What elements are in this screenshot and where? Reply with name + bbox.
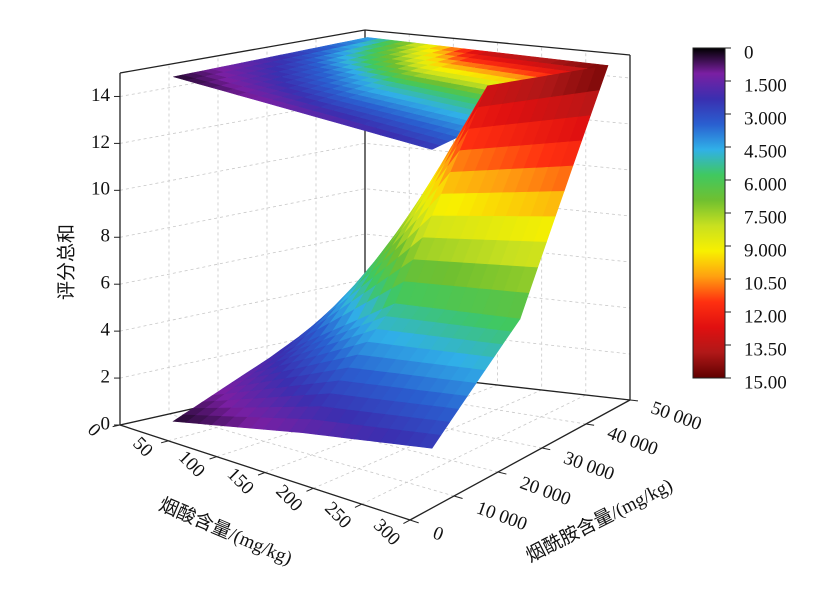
- y-tick: [409, 519, 419, 524]
- y-tick-label: 50 000: [648, 397, 704, 435]
- y-tick-label: 30 000: [561, 448, 617, 486]
- colorbar-tick-label: 13.50: [744, 339, 787, 360]
- axis-edge: [364, 29, 631, 56]
- x-tick: [306, 487, 314, 492]
- axis-edge: [409, 399, 631, 521]
- colorbar-tick-label: 4.500: [744, 141, 787, 162]
- colorbar-tick-label: 0: [744, 42, 754, 63]
- y-tick: [629, 399, 639, 402]
- z-tick-label: 6: [101, 273, 111, 294]
- y-tick: [453, 495, 463, 499]
- y-tick: [585, 423, 595, 426]
- x-tick-label: 300: [369, 515, 404, 550]
- x-tick-label: 50: [129, 433, 157, 461]
- y-tick: [541, 447, 551, 451]
- colorbar-tick-label: 7.500: [744, 207, 787, 228]
- colorbar-tick-label: 6.000: [744, 174, 787, 195]
- x-tick: [257, 472, 266, 476]
- x-tick-label: 250: [320, 498, 355, 533]
- grid-line: [315, 38, 587, 425]
- colorbar-tick-label: 1.500: [744, 75, 787, 96]
- x-tick: [403, 519, 411, 525]
- y-tick: [497, 471, 507, 475]
- grid-line: [119, 324, 631, 379]
- z-tick-label: 4: [101, 319, 111, 340]
- y-tick-label: 20 000: [517, 473, 573, 511]
- z-axis-label: 评分总和: [55, 224, 77, 300]
- grid-line: [168, 34, 410, 442]
- z-tick-label: 2: [101, 366, 111, 387]
- z-tick-label: 14: [91, 85, 111, 106]
- x-tick-label: 200: [272, 481, 307, 516]
- surface-patch: [418, 433, 442, 449]
- z-tick-label: 0: [101, 413, 111, 434]
- grid-line: [119, 278, 631, 332]
- grid-line: [266, 47, 543, 449]
- colorbar-tick-label: 12.00: [744, 306, 787, 327]
- z-tick-label: 12: [91, 132, 110, 153]
- colorbar-tick-label: 15.00: [744, 372, 787, 393]
- z-tick-label: 10: [91, 179, 110, 200]
- colorbar-tick-label: 3.000: [744, 108, 787, 129]
- surface: [172, 37, 609, 449]
- x-tick: [209, 456, 217, 460]
- z-tick-label: 8: [101, 226, 111, 247]
- colorbar: [692, 47, 726, 379]
- colorbar-tick-label: 10.50: [744, 273, 787, 294]
- y-tick-label: 0: [430, 523, 446, 546]
- y-tick-label: 10 000: [474, 498, 530, 536]
- x-axis-label: 烟酸含量/(mg/kg): [156, 494, 296, 570]
- y-tick-label: 40 000: [604, 423, 660, 461]
- colorbar-tick-label: 9.000: [744, 240, 787, 261]
- x-tick: [160, 440, 169, 444]
- axis-edge: [119, 29, 366, 74]
- x-tick: [354, 503, 362, 508]
